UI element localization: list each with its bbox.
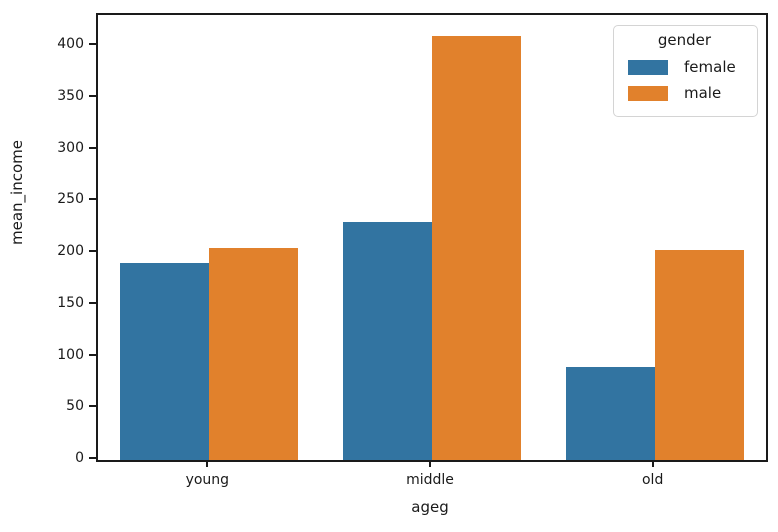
bar-young-female <box>120 263 210 460</box>
y-tick-mark <box>89 353 96 356</box>
y-tick-label: 50 <box>66 398 84 415</box>
y-tick-mark <box>89 301 96 304</box>
bar-old-female <box>565 366 655 460</box>
y-tick-mark <box>89 250 96 253</box>
y-tick-mark <box>89 43 96 46</box>
y-tick-label: 200 <box>57 243 84 260</box>
legend-label: male <box>684 84 722 102</box>
legend-entry-male: male <box>622 80 747 106</box>
x-tick-label: old <box>641 472 664 488</box>
y-tick-mark <box>89 457 96 459</box>
legend-swatch-female <box>628 59 668 75</box>
x-tick-mark <box>429 460 431 467</box>
bar-young-male <box>209 247 299 460</box>
y-tick-label: 400 <box>57 36 84 53</box>
y-tick-label: 300 <box>57 139 84 156</box>
y-tick-label: 350 <box>57 87 84 104</box>
x-tick-mark <box>651 460 654 467</box>
x-tick-label: middle <box>406 472 454 488</box>
bar-middle-female <box>342 221 432 460</box>
bar-middle-male <box>432 35 522 460</box>
legend-title: gender <box>657 31 712 49</box>
y-tick-mark <box>89 405 96 408</box>
legend-swatch-male <box>628 85 668 101</box>
y-tick-mark <box>89 198 96 201</box>
x-axis-label: ageg <box>411 498 449 516</box>
y-tick-label: 100 <box>57 346 84 363</box>
legend-label: female <box>684 58 736 76</box>
y-tick-label: 0 <box>75 450 84 466</box>
legend: gender female male <box>613 25 758 117</box>
y-tick-label: 150 <box>57 294 84 311</box>
legend-entry-female: female <box>622 54 747 80</box>
y-tick-mark <box>89 146 96 149</box>
legend-items: female male <box>622 54 747 106</box>
y-tick-label: 250 <box>57 191 84 208</box>
x-tick-mark <box>206 460 209 467</box>
bar-old-male <box>654 249 744 460</box>
y-tick-mark <box>89 94 96 97</box>
x-tick-label: young <box>185 472 230 488</box>
